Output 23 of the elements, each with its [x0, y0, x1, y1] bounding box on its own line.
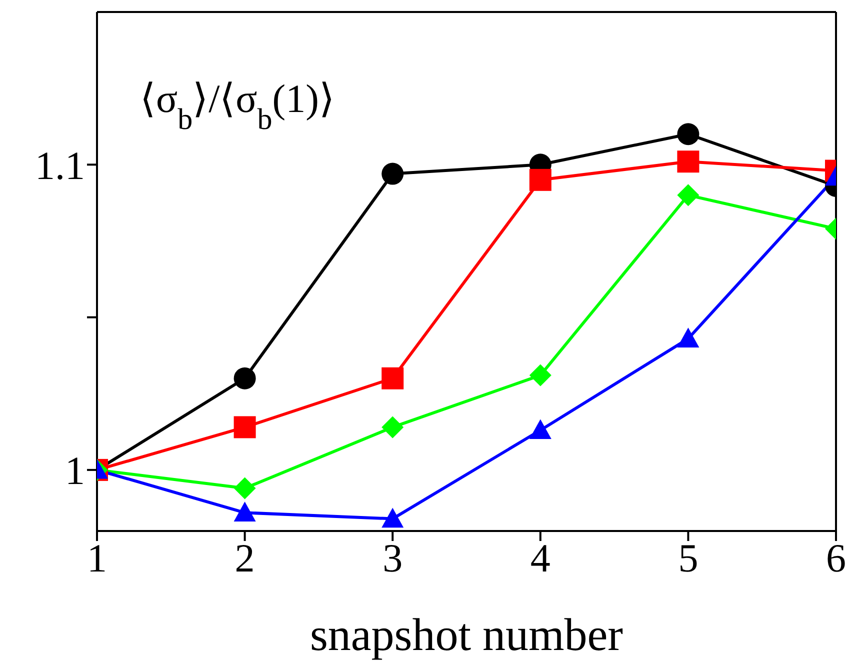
- point: [234, 416, 256, 438]
- point: [677, 328, 700, 348]
- point: [677, 123, 700, 146]
- point: [677, 184, 700, 206]
- point: [382, 367, 404, 390]
- y-tick-label: 1.1: [35, 142, 85, 188]
- point: [382, 508, 404, 528]
- x-tick-label: 3: [382, 535, 403, 580]
- x-tick-label: 6: [826, 535, 846, 580]
- point: [529, 419, 552, 440]
- point: [677, 150, 700, 173]
- x-tick-label: 2: [234, 535, 255, 580]
- x-tick-label: 5: [678, 535, 698, 580]
- point: [234, 367, 256, 390]
- point: [382, 416, 404, 438]
- point: [529, 168, 552, 191]
- point: [234, 502, 256, 522]
- point: [529, 364, 552, 386]
- x-axis-title: snapshot number: [310, 609, 624, 660]
- annotation: ⟨σ$_{b}$⟩/⟨σ$_{b}$(1)⟩: [140, 76, 335, 136]
- point: [234, 477, 256, 500]
- x-tick-label: 4: [530, 535, 550, 580]
- point: [382, 162, 404, 185]
